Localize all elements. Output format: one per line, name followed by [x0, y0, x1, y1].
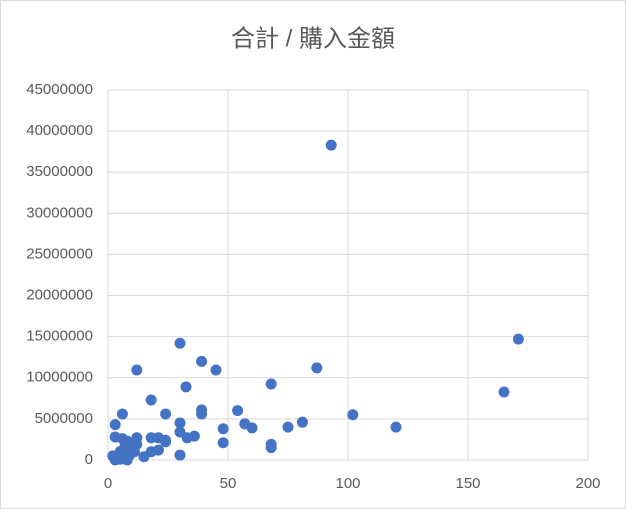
y-tick-label: 45000000 [26, 81, 93, 98]
point [232, 405, 244, 417]
point [181, 432, 193, 444]
point [265, 378, 277, 390]
x-tick-label: 0 [104, 475, 112, 492]
y-tick-label: 15000000 [26, 328, 93, 345]
point [121, 454, 133, 466]
point [196, 408, 208, 420]
point [131, 364, 143, 376]
point [282, 421, 294, 433]
y-tick-label: 20000000 [26, 287, 93, 304]
point [512, 333, 524, 345]
x-tick-label: 150 [455, 475, 480, 492]
point [145, 394, 157, 406]
point [116, 408, 128, 420]
point [390, 421, 402, 433]
point [217, 437, 229, 449]
y-tick-label: 25000000 [26, 245, 93, 262]
point [196, 355, 208, 367]
point [325, 139, 337, 151]
x-tick-label: 50 [220, 475, 237, 492]
point [180, 381, 192, 393]
y-tick-label: 35000000 [26, 163, 93, 180]
point [121, 435, 133, 447]
chart-title: 合計 / 購入金額 [231, 25, 395, 52]
y-tick-label: 5000000 [35, 410, 93, 427]
point [138, 451, 150, 463]
y-tick-label: 30000000 [26, 204, 93, 221]
point [160, 408, 172, 420]
point [131, 438, 143, 450]
y-tick-label: 0 [85, 451, 93, 468]
point [246, 422, 258, 434]
point [265, 442, 277, 454]
y-tick-label: 40000000 [26, 122, 93, 139]
point [347, 409, 359, 421]
x-tick-label: 100 [335, 475, 360, 492]
x-tick-label: 200 [575, 475, 600, 492]
point [311, 362, 323, 374]
point [174, 337, 186, 349]
y-tick-label: 10000000 [26, 369, 93, 386]
point [296, 416, 308, 428]
point [160, 434, 172, 446]
point [109, 419, 121, 431]
point [174, 417, 186, 429]
point [217, 423, 229, 435]
point [498, 386, 510, 398]
point [174, 449, 186, 461]
point [210, 364, 222, 376]
